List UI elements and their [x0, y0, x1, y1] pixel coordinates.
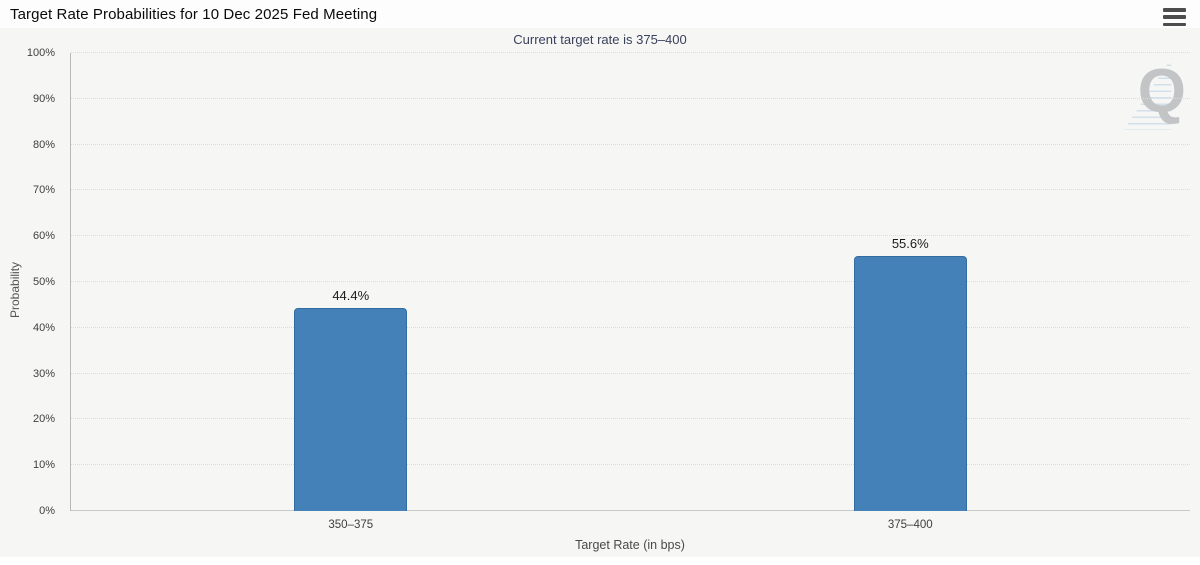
hamburger-bar — [1163, 8, 1186, 12]
y-tick-label: 0% — [39, 505, 55, 517]
y-tick-label: 30% — [32, 367, 55, 380]
gridline — [71, 418, 1190, 420]
gridline — [71, 189, 1190, 191]
y-tick-label: 40% — [32, 321, 55, 334]
x-tick-label: 350–375 — [328, 519, 374, 531]
gridline — [71, 281, 1190, 282]
y-tick-label: 50% — [32, 276, 55, 288]
hamburger-bar — [1163, 22, 1186, 26]
y-tick-label: 80% — [32, 138, 55, 151]
bar-375–400[interactable] — [853, 256, 967, 511]
bottom-strip — [0, 557, 1200, 565]
y-tick-label: 70% — [32, 184, 55, 197]
bar-350–375[interactable] — [294, 307, 408, 511]
gridline — [71, 326, 1190, 328]
gridline — [71, 372, 1190, 374]
hamburger-menu-icon[interactable] — [1163, 8, 1186, 26]
x-tick-label: 375–400 — [887, 519, 933, 531]
y-tick-label: 100% — [26, 47, 55, 59]
gridline — [71, 52, 1190, 53]
y-tick-label: 20% — [32, 413, 55, 426]
y-tick-label: 10% — [32, 459, 55, 472]
x-axis-title-row: Target Rate (in bps) — [70, 536, 1190, 554]
chart-subtitle: Current target rate is 375–400 — [513, 32, 687, 47]
hamburger-bar — [1163, 15, 1186, 19]
gridline — [71, 235, 1190, 237]
y-tick-label: 60% — [32, 230, 55, 243]
chart-panel: Current target rate is 375–400 Q Probabi… — [0, 28, 1200, 557]
bar-value-label: 55.6% — [891, 236, 929, 252]
y-tick-label: 90% — [32, 92, 55, 105]
gridline — [71, 510, 1190, 511]
y-axis-ticks: 0% 10% 20% 30% 40% 50% 60% 70% 80% 90% 100% — [0, 47, 62, 517]
chart-title: Target Rate Probabilities for 10 Dec 202… — [10, 6, 378, 23]
gridline — [71, 464, 1190, 466]
bar-value-label: 44.4% — [332, 287, 370, 303]
gridline — [71, 143, 1190, 145]
chart-header: Target Rate Probabilities for 10 Dec 202… — [0, 0, 1200, 28]
gridline — [71, 97, 1190, 99]
plot-area: 44.4% 350–375 55.6% 375–400 — [70, 52, 1190, 531]
x-axis-title: Target Rate (in bps) — [575, 538, 685, 552]
